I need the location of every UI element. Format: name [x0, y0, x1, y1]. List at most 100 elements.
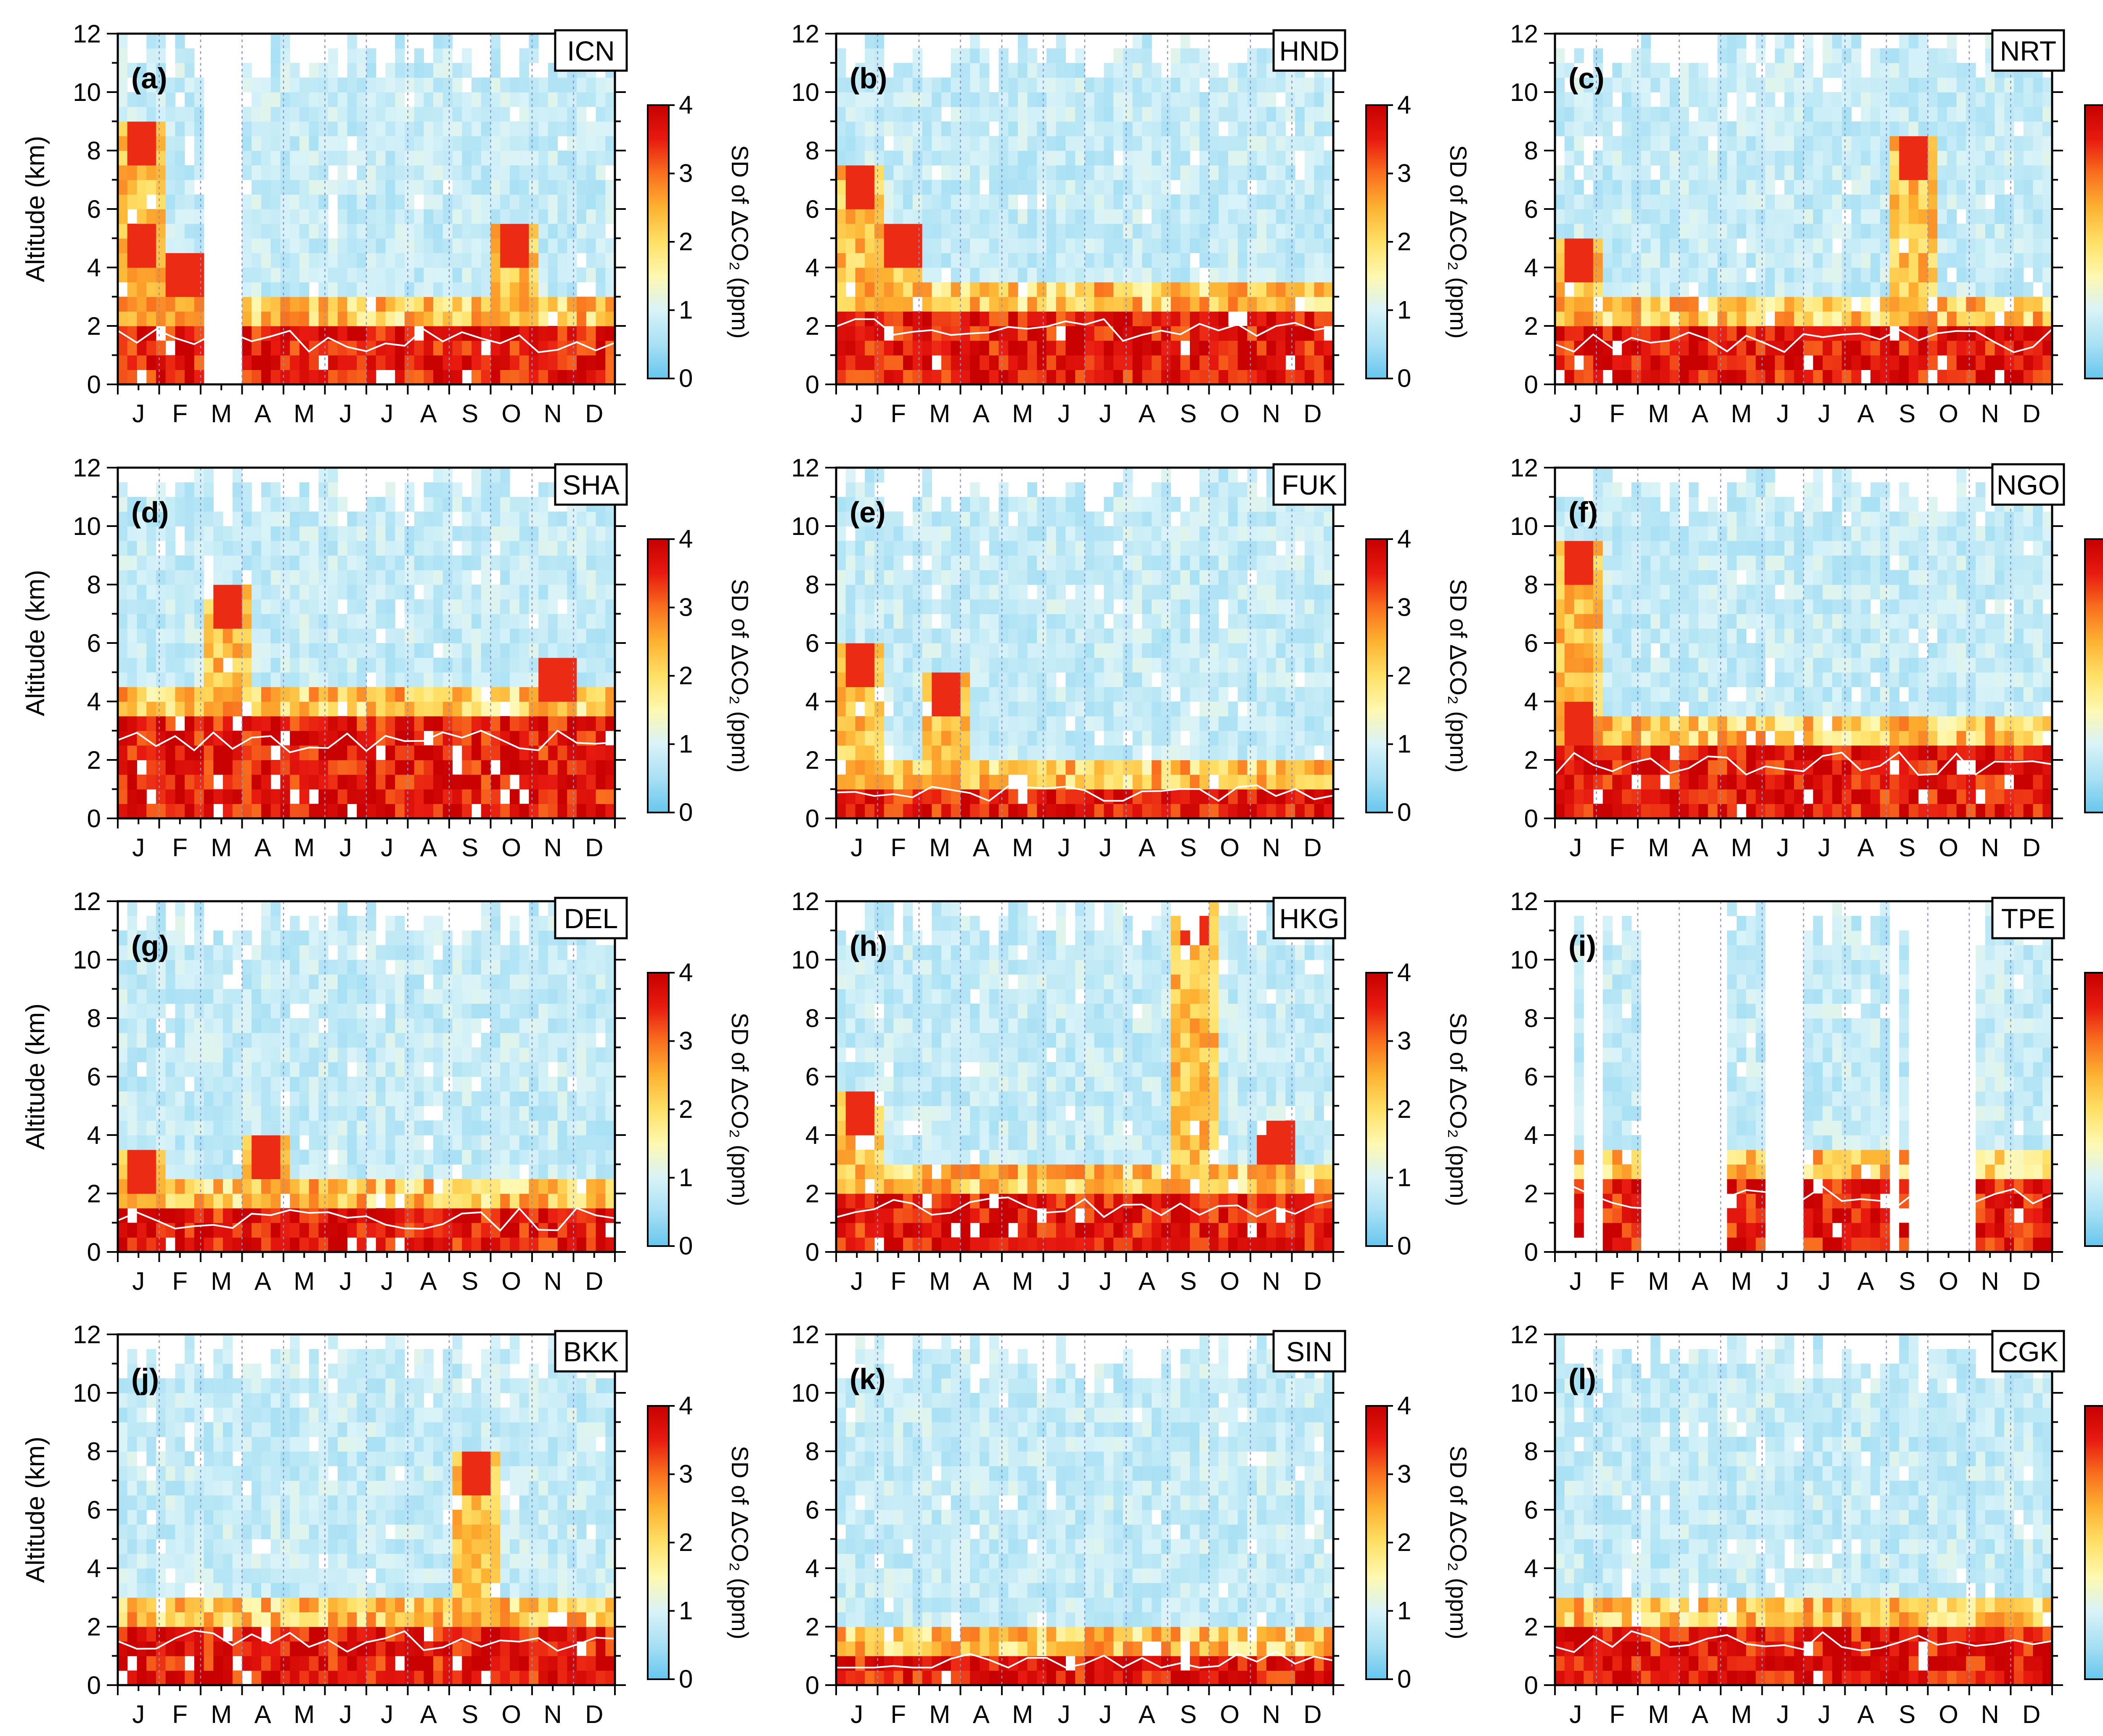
- heatmap-cell: [414, 355, 424, 370]
- heatmap-cell: [309, 745, 319, 760]
- heatmap-cell: [1295, 92, 1305, 107]
- heatmap-cell: [510, 180, 520, 195]
- heatmap-cell: [118, 34, 128, 49]
- heatmap-cell: [290, 730, 300, 746]
- month-label: J: [132, 400, 145, 428]
- heatmap-cell: [1584, 355, 1594, 370]
- heatmap-cell: [366, 326, 376, 341]
- heatmap-cell: [605, 136, 615, 151]
- heatmap-cell: [989, 326, 999, 341]
- heatmap-cell: [605, 599, 615, 614]
- heatmap-cell: [1765, 267, 1775, 283]
- heatmap-cell: [261, 760, 271, 775]
- heatmap-cell: [500, 657, 510, 673]
- heatmap-cell: [970, 282, 980, 297]
- heatmap-cell: [845, 511, 856, 527]
- heatmap-cell: [1918, 180, 1928, 195]
- heatmap-cell: [442, 555, 453, 570]
- heatmap-cell: [1708, 296, 1718, 312]
- heatmap-cell: [1065, 92, 1075, 107]
- heatmap-cell: [1918, 282, 1928, 297]
- heatmap-cell: [577, 77, 587, 93]
- colorbar: [2085, 105, 2103, 378]
- heatmap-cell: [1314, 340, 1324, 356]
- y-tick-label: 6: [87, 195, 101, 223]
- heatmap-cell: [395, 63, 405, 78]
- heatmap-cell: [1304, 238, 1315, 253]
- heatmap-cell: [1698, 92, 1708, 107]
- heatmap-cell: [242, 77, 252, 93]
- heatmap-cell: [232, 526, 243, 541]
- heatmap-cell: [586, 511, 596, 527]
- heatmap-cell: [1237, 92, 1247, 107]
- heatmap-cell: [270, 585, 281, 600]
- heatmap-cell: [1152, 165, 1162, 180]
- heatmap-cell: [855, 370, 865, 385]
- heatmap-cell: [567, 355, 577, 370]
- heatmap-cell: [424, 340, 434, 356]
- heatmap-cell: [242, 672, 252, 687]
- heatmap-cell: [538, 77, 548, 93]
- heatmap-cell: [1142, 282, 1152, 297]
- heatmap-cell: [414, 238, 424, 253]
- heatmap-cell: [347, 296, 357, 312]
- heatmap-cell: [1104, 355, 1114, 370]
- heatmap-cell: [1822, 92, 1833, 107]
- heatmap-cell: [932, 223, 942, 239]
- heatmap-cell: [1027, 340, 1037, 356]
- heatmap-cell: [586, 774, 596, 790]
- heatmap-cell: [1899, 92, 1909, 107]
- heatmap-cell: [529, 774, 539, 790]
- heatmap-cell: [865, 570, 875, 585]
- heatmap-cell: [137, 223, 147, 239]
- heatmap-cell: [519, 628, 529, 643]
- heatmap-cell: [845, 92, 856, 107]
- heatmap-cell: [1180, 121, 1190, 136]
- heatmap-cell: [156, 482, 166, 498]
- heatmap-cell: [366, 628, 376, 643]
- heatmap-cell: [1669, 194, 1680, 209]
- heatmap-cell: [1209, 370, 1219, 385]
- heatmap-cell: [510, 296, 520, 312]
- heatmap-cell: [855, 63, 865, 78]
- heatmap-cell: [290, 340, 300, 356]
- heatmap-cell: [1631, 370, 1642, 385]
- heatmap-cell: [261, 253, 271, 268]
- heatmap-cell: [185, 774, 195, 790]
- heatmap-cell: [2042, 253, 2053, 268]
- heatmap-cell: [1209, 282, 1219, 297]
- heatmap-cell: [442, 311, 453, 326]
- heatmap-cell: [989, 136, 999, 151]
- heatmap-cell: [1257, 311, 1267, 326]
- heatmap-cell: [874, 511, 885, 527]
- heatmap-cell: [318, 555, 328, 570]
- heatmap-cell: [989, 151, 999, 166]
- heatmap-cell: [1104, 180, 1114, 195]
- heatmap-cell: [510, 497, 520, 512]
- heatmap-cell: [462, 340, 472, 356]
- heatmap-cell: [1870, 106, 1881, 122]
- heatmap-cell: [1956, 63, 1966, 78]
- heatmap-cell: [309, 370, 319, 385]
- heatmap-cell: [376, 77, 386, 93]
- heatmap-cell: [836, 497, 846, 512]
- heatmap-cell: [1113, 326, 1123, 341]
- colorbar: [648, 539, 669, 812]
- heatmap-cell: [481, 194, 491, 209]
- heatmap-cell: [376, 687, 386, 702]
- heatmap-cell: [922, 355, 932, 370]
- month-label: S: [461, 400, 478, 428]
- heatmap-cell: [146, 34, 156, 49]
- heatmap-cell: [252, 540, 262, 556]
- heatmap-cell: [1228, 296, 1238, 312]
- heatmap-cell: [146, 716, 156, 731]
- month-label: M: [211, 400, 232, 428]
- heatmap-cell: [280, 585, 290, 600]
- heatmap-cell: [1152, 355, 1162, 370]
- heatmap-cell: [414, 701, 424, 717]
- heatmap-cell: [951, 296, 961, 312]
- heatmap-cell: [424, 282, 434, 297]
- heatmap-cell: [490, 296, 501, 312]
- heatmap-cell: [567, 555, 577, 570]
- heatmap-cell: [252, 774, 262, 790]
